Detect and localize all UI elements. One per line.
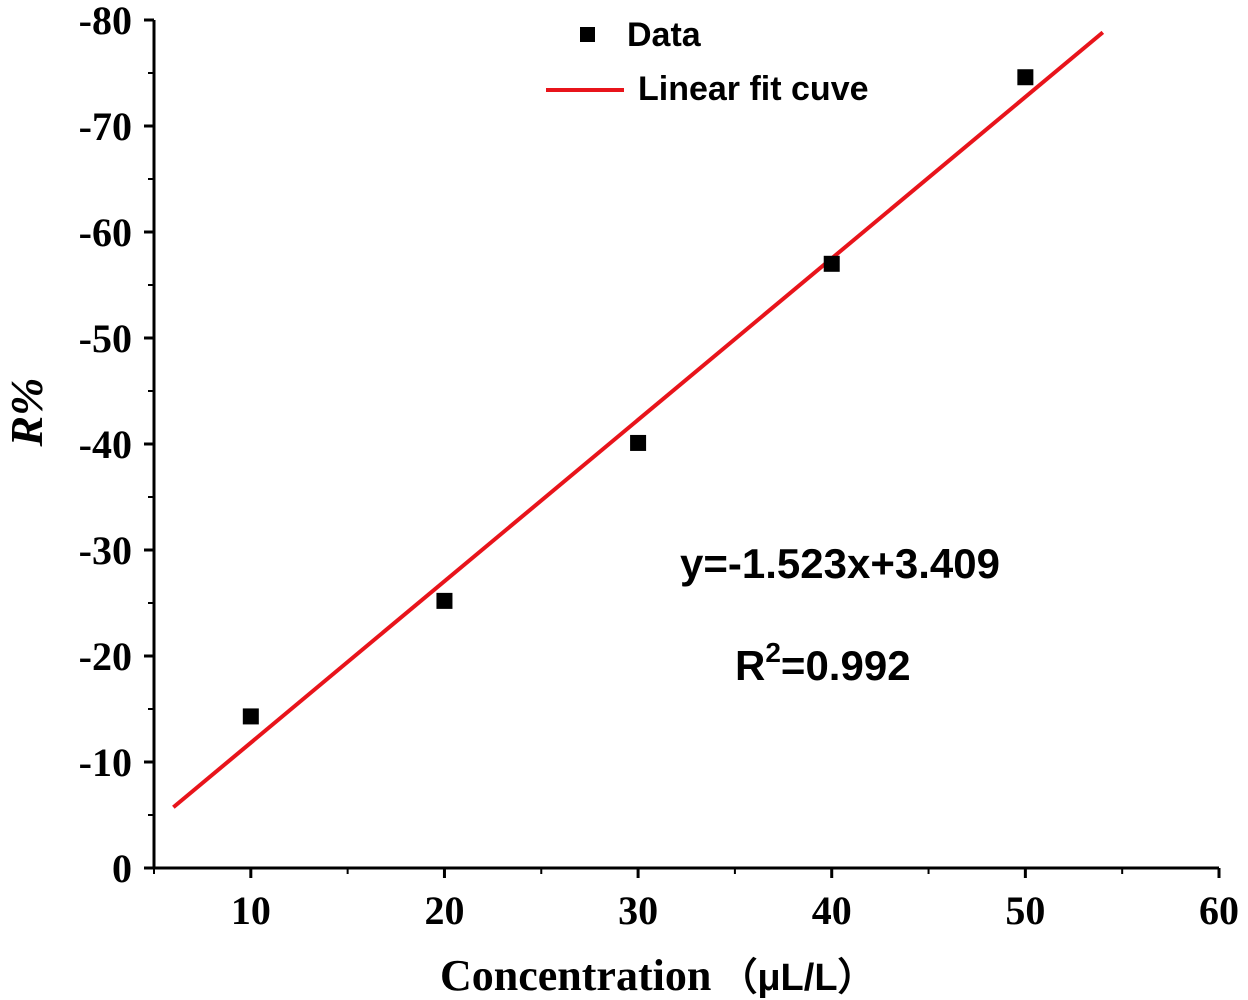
- fit-equation: y=-1.523x+3.409: [680, 540, 1000, 587]
- fit-line-group: [172, 30, 1105, 809]
- y-tick-label: -70: [79, 104, 132, 149]
- y-tick-label: -80: [79, 0, 132, 43]
- y-axis-title: R%: [1, 378, 52, 448]
- legend-fit-label: Linear fit cuve: [638, 70, 869, 108]
- x-tick-label: 50: [1005, 888, 1045, 933]
- data-points: [242, 69, 1034, 725]
- data-point: [1017, 69, 1034, 86]
- y-tick-label: -20: [79, 634, 132, 679]
- x-tick-label: 60: [1199, 888, 1239, 933]
- data-point: [630, 434, 647, 451]
- legend-data-marker: [580, 27, 595, 42]
- data-point: [242, 708, 259, 725]
- x-tick-label: 30: [618, 888, 658, 933]
- y-tick-label: -40: [79, 422, 132, 467]
- x-tick-label: 10: [231, 888, 271, 933]
- x-tick-label: 20: [424, 888, 464, 933]
- legend-data-label: Data: [627, 16, 702, 54]
- axes: [152, 20, 1219, 870]
- y-axis-ticks: 0 -10 -20 -30 -40 -50 -60 -70 -80: [79, 0, 154, 891]
- y-tick-label: 0: [112, 846, 132, 891]
- y-tick-label: -10: [79, 740, 132, 785]
- r-squared: R2=0.992: [735, 637, 911, 689]
- y-tick-label: -60: [79, 210, 132, 255]
- y-tick-label: -30: [79, 528, 132, 573]
- data-point: [823, 255, 840, 272]
- x-tick-label: 40: [812, 888, 852, 933]
- y-tick-label: -50: [79, 316, 132, 361]
- x-axis-title: Concentration （μL/L）: [440, 951, 876, 1000]
- fit-line: [172, 30, 1105, 809]
- legend: Data Linear fit cuve: [546, 16, 869, 108]
- data-point: [436, 592, 453, 609]
- x-axis-ticks: 10 20 30 40 50 60: [153, 868, 1239, 933]
